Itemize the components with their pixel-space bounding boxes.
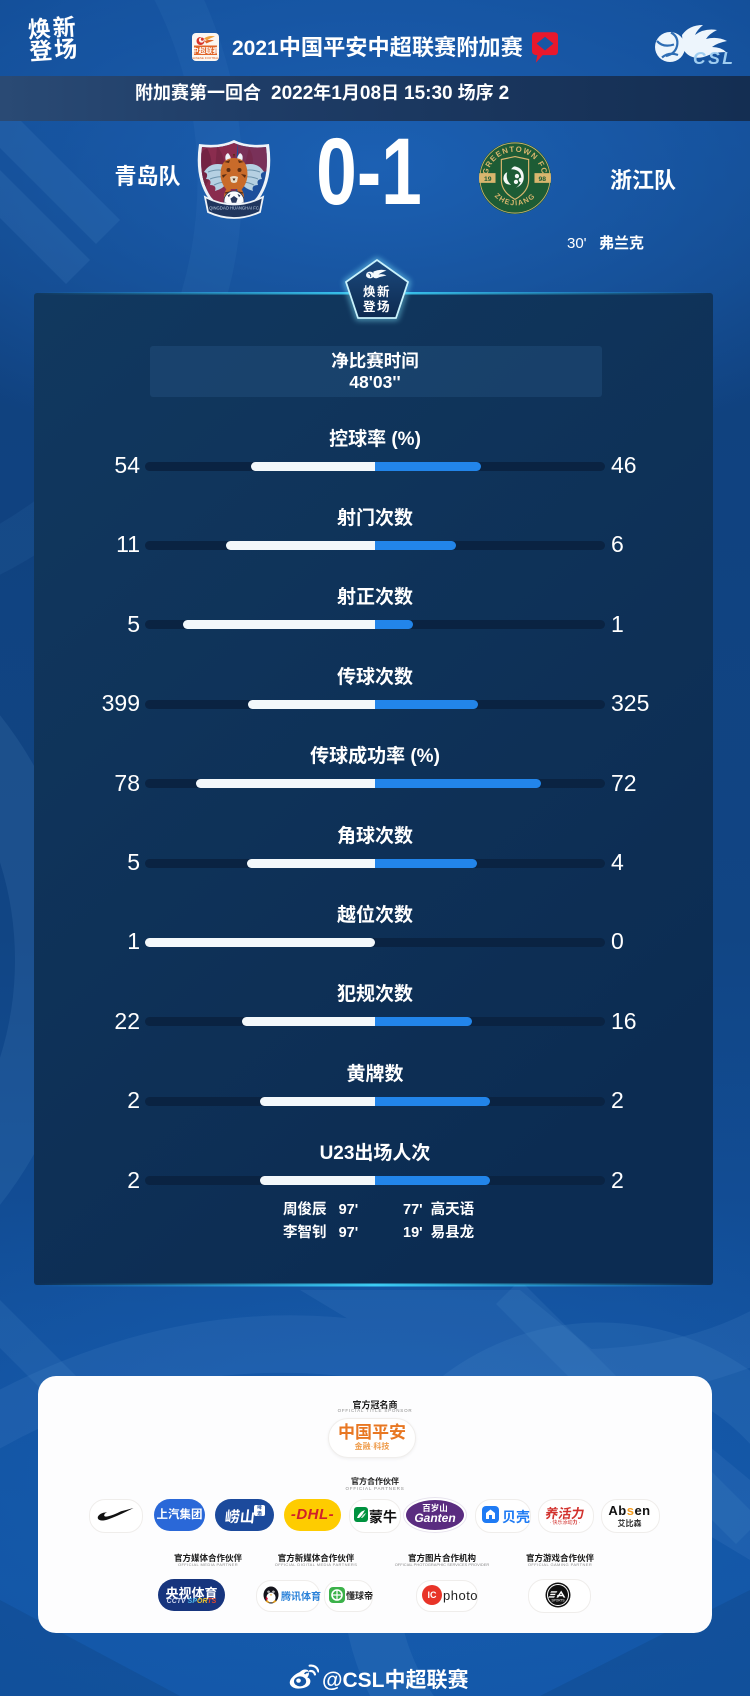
svg-text:登场: 登场 — [363, 300, 391, 314]
svg-text:中超联赛: 中超联赛 — [192, 46, 219, 55]
svg-text:焕新: 焕新 — [363, 284, 391, 299]
svg-text:SPORTS: SPORTS — [551, 1599, 564, 1603]
svg-text:QINGDAO HUANGHAI FC: QINGDAO HUANGHAI FC — [209, 206, 259, 211]
svg-text:CHINESE FOOTBALL: CHINESE FOOTBALL — [192, 56, 219, 60]
svg-text:98: 98 — [538, 176, 546, 183]
svg-text:19: 19 — [484, 176, 492, 183]
svg-text:CSL: CSL — [693, 48, 736, 66]
